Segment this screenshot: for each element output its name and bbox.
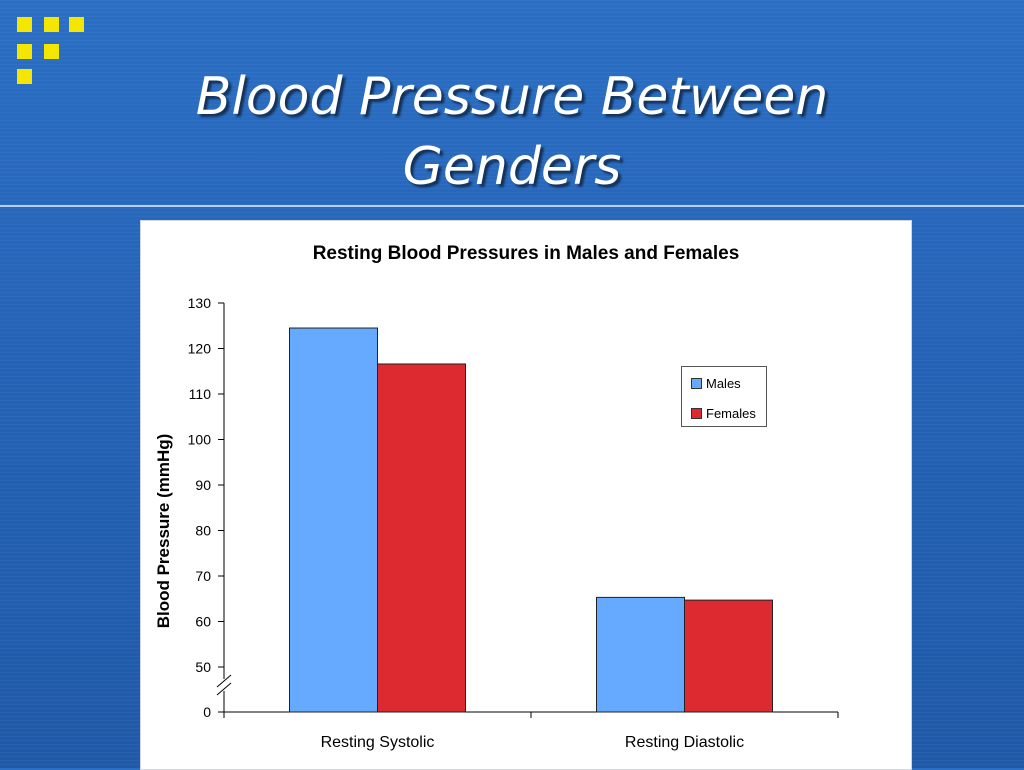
- females-swatch: [691, 407, 702, 419]
- y-tick-label: 110: [189, 386, 212, 402]
- slide-title: Blood Pressure Between Genders: [195, 67, 829, 197]
- y-tick-label: 90: [195, 477, 211, 493]
- chart-title: Resting Blood Pressures in Males and Fem…: [313, 243, 740, 264]
- x-category-label: Resting Systolic: [321, 734, 435, 751]
- yellow-squares-logo-icon: [17, 17, 87, 87]
- y-tick-label: 120: [188, 341, 212, 357]
- legend-item-males: Males: [691, 375, 741, 391]
- males-swatch: [691, 377, 702, 389]
- bar-chart: Resting Blood Pressures in Males and Fem…: [154, 243, 839, 751]
- x-category-label: Resting Diastolic: [625, 734, 744, 751]
- bar-females-resting-systolic: [377, 363, 466, 713]
- chart-legend: Males Females: [681, 366, 767, 427]
- y-tick-label: 0: [203, 704, 211, 720]
- chart-panel: Resting Blood Pressures in Males and Fem…: [140, 220, 912, 770]
- y-tick-label: 50: [195, 659, 211, 675]
- bar-males-resting-diastolic: [596, 596, 685, 713]
- y-tick-label: 60: [195, 614, 211, 630]
- legend-label-females: Females: [706, 405, 756, 421]
- title-divider: [0, 205, 1024, 207]
- axis-break-mark: [216, 674, 232, 688]
- legend-item-females: Females: [691, 405, 756, 421]
- bar-females-resting-diastolic: [684, 599, 773, 713]
- y-tick-label: 70: [195, 568, 211, 584]
- legend-label-males: Males: [706, 375, 741, 391]
- y-tick-label: 80: [195, 523, 211, 539]
- bar-males-resting-systolic: [289, 327, 378, 713]
- y-axis-label: Blood Pressure (mmHg): [154, 434, 173, 629]
- y-tick-label: 130: [188, 295, 212, 311]
- axis-break-mark: [216, 682, 232, 696]
- y-tick-label: 100: [188, 432, 212, 448]
